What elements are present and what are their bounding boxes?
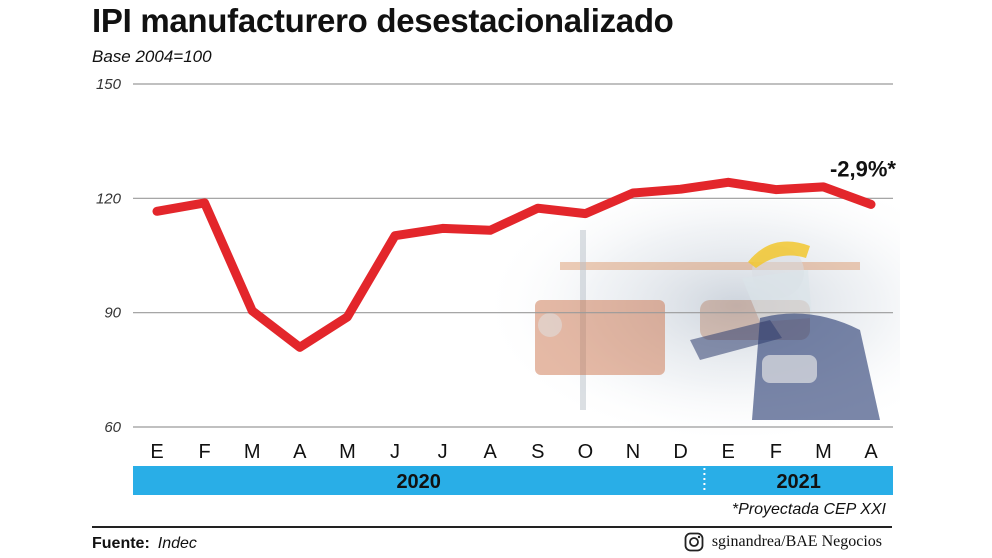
chart-title: IPI manufacturero desestacionalizado: [92, 2, 674, 39]
source-value: Indec: [157, 535, 197, 552]
credit-text: sginandrea/BAE Negocios: [711, 533, 882, 550]
footnote: *Proyectada CEP XXI: [731, 501, 886, 518]
source-label: Fuente:: [92, 535, 150, 552]
x-tick-label: A: [293, 441, 307, 463]
y-tick-label: 90: [104, 305, 121, 322]
year-label: 2021: [776, 471, 821, 493]
x-tick-label: J: [390, 441, 400, 463]
x-tick-label: F: [198, 441, 210, 463]
x-tick-label: E: [150, 441, 163, 463]
series-line: [152, 177, 876, 352]
y-tick-label: 120: [96, 190, 122, 207]
x-tick-label: D: [673, 441, 687, 463]
x-tick-label: E: [722, 441, 735, 463]
x-tick-label: J: [438, 441, 448, 463]
factory-worker-photo: [470, 200, 900, 435]
x-tick-label: M: [244, 441, 261, 463]
line-chart: 60 90 120 150 E F M A M J J A S O N D E F M A 2020 2021 -2,…: [96, 76, 900, 495]
chart-subtitle: Base 2004=100: [92, 47, 212, 66]
instagram-icon: [684, 532, 704, 552]
x-tick-label: O: [578, 441, 594, 463]
x-tick-label: F: [770, 441, 782, 463]
x-tick-label: A: [864, 441, 878, 463]
x-tick-label: A: [484, 441, 498, 463]
y-tick-label: 150: [96, 76, 122, 93]
x-tick-label: M: [815, 441, 832, 463]
year-band: [133, 466, 893, 495]
x-tick-label: M: [339, 441, 356, 463]
year-label: 2020: [396, 471, 441, 493]
x-tick-label: N: [626, 441, 640, 463]
source-line: Fuente: Indec: [92, 535, 197, 553]
credit: sginandrea/BAE Negocios: [684, 532, 882, 552]
footer-divider: [92, 526, 892, 528]
annotation-label: -2,9%*: [830, 156, 896, 181]
x-tick-label: S: [531, 441, 544, 463]
y-tick-label: 60: [104, 419, 121, 436]
